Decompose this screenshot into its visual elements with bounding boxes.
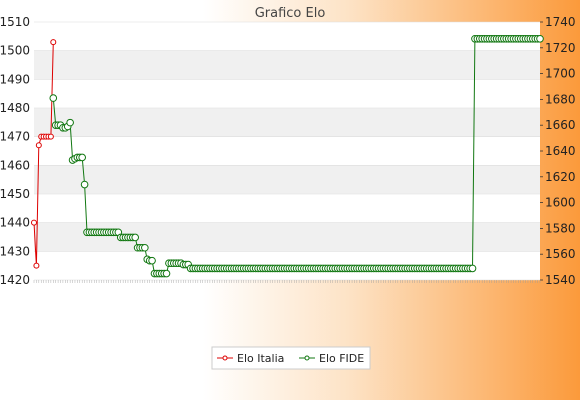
- plot-band: [34, 222, 540, 252]
- series-layer: [31, 34, 544, 278]
- elo-fide-point: [148, 256, 156, 265]
- legend-marker-elo-italia-dot: [222, 355, 228, 361]
- y-left-tick-label: 1450: [0, 187, 30, 201]
- elo-italia-point: [50, 39, 57, 46]
- y-left-tick-label: 1440: [0, 216, 30, 230]
- elo-fide-point: [66, 118, 74, 127]
- elo-italia-point: [31, 219, 37, 226]
- plot-band: [34, 79, 540, 108]
- y-right-tick-label: 1580: [545, 221, 576, 235]
- plot-band: [34, 165, 540, 194]
- x-axis: [33, 280, 541, 283]
- plot-band: [34, 136, 540, 166]
- chart-title: Grafico Elo: [255, 6, 326, 21]
- elo-italia-point: [47, 133, 54, 140]
- elo-fide-point: [468, 264, 477, 273]
- y-left-tick-label: 1430: [0, 244, 30, 258]
- legend-label-elo-italia: Elo Italia: [237, 352, 284, 365]
- y-right-tick-label: 1640: [545, 144, 576, 158]
- y-axis-left: 1420 1430 1440 1450 1460 1470 1480 1490 1500 1510: [0, 15, 30, 287]
- y-left-tick-label: 1480: [0, 101, 30, 115]
- y-right-tick-label: 1720: [545, 41, 576, 55]
- y-left-tick-label: 1490: [0, 72, 30, 86]
- elo-fide-point: [162, 269, 171, 278]
- legend-marker-elo-fide-dot: [304, 355, 310, 361]
- plot-band: [34, 194, 540, 223]
- y-right-tick-label: 1540: [545, 273, 576, 287]
- legend-box: [211, 346, 371, 370]
- elo-fide-point: [78, 153, 86, 162]
- elo-fide-point: [536, 34, 544, 43]
- y-right-tick-label: 1740: [545, 15, 576, 29]
- y-right-tick-label: 1660: [545, 118, 576, 132]
- legend-label-elo-fide: Elo FIDE: [319, 352, 364, 365]
- y-axis-right: 1540 1560 1580 1600 1620 1640 1660 1680 1700 1720…: [540, 15, 576, 287]
- plot-background: [34, 21, 540, 281]
- y-left-tick-label: 1510: [0, 15, 30, 29]
- y-right-tick-label: 1560: [545, 247, 576, 261]
- elo-fide-point: [49, 94, 58, 102]
- elo-fide-point: [80, 180, 89, 189]
- elo-fide-point: [131, 233, 139, 242]
- y-left-tick-label: 1470: [0, 130, 30, 144]
- elo-italia-point: [35, 142, 42, 149]
- elo-italia-point: [33, 262, 40, 269]
- y-right-tick-label: 1620: [545, 170, 576, 184]
- y-right-tick-label: 1680: [545, 92, 576, 106]
- y-right-tick-label: 1600: [545, 196, 576, 210]
- y-right-tick-label: 1700: [545, 67, 576, 81]
- legend: Elo Italia Elo FIDE: [211, 346, 371, 370]
- elo-fide-point: [141, 243, 149, 252]
- plot-band: [34, 50, 540, 80]
- plot-band: [34, 108, 540, 137]
- y-left-tick-label: 1500: [0, 44, 30, 58]
- plot-band: [34, 22, 540, 51]
- y-left-tick-label: 1420: [0, 273, 30, 287]
- y-left-tick-label: 1460: [0, 158, 30, 172]
